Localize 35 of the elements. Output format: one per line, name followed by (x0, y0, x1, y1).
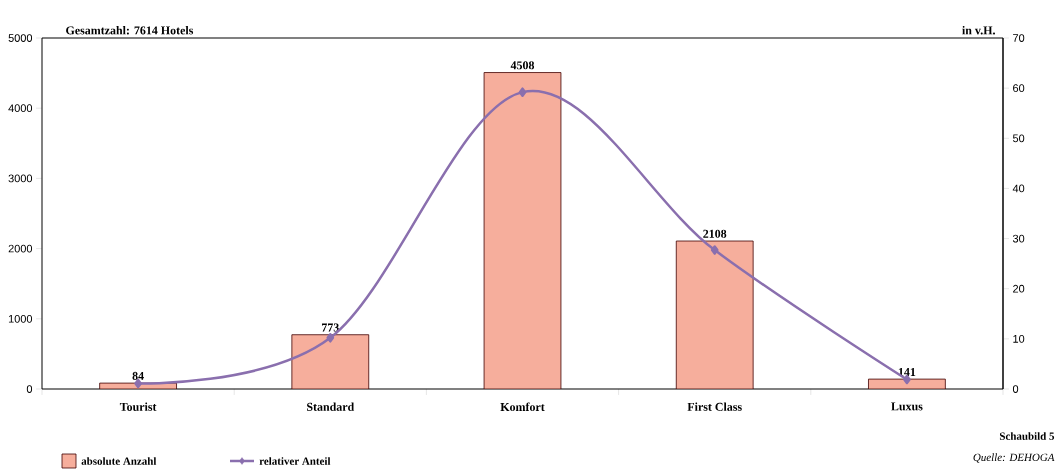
y-tick-label: 1000 (8, 314, 33, 323)
bar (291, 334, 370, 389)
bar (675, 240, 754, 389)
point (326, 333, 335, 343)
y2-tick-label: 10 (1013, 334, 1025, 343)
x-tick-label: Standard (307, 402, 355, 411)
y2-tick-label: 50 (1012, 134, 1025, 143)
data-label: 84 (132, 371, 144, 380)
bar (483, 72, 562, 389)
x-tick-label: First Class (687, 402, 742, 411)
legend-label: absolute Anzahl (81, 457, 157, 465)
x-tick-label: Tourist (119, 402, 157, 411)
y2-tick-label: 20 (1013, 284, 1025, 293)
text: Quelle: DEHOGA (973, 453, 1055, 463)
point (710, 245, 719, 255)
x-tick-label: Komfort (500, 402, 545, 412)
data-label: 2108 (703, 229, 727, 238)
y-tick-label: 3000 (8, 174, 33, 183)
point (518, 87, 527, 97)
y2-tick-label: 40 (1012, 184, 1025, 193)
data-label: 4508 (510, 61, 535, 70)
y-tick-label: 4000 (8, 104, 33, 113)
data-label: 773 (322, 323, 339, 332)
chart-title: Gesamtzahl: 7614 Hotels (66, 26, 194, 35)
y-tick-label: 2000 (8, 244, 33, 253)
y-tick-label: 5000 (8, 34, 33, 42)
y2-tick-label: 70 (1013, 34, 1025, 42)
y2-tick-label: 0 (1012, 385, 1019, 393)
y-tick-label: 0 (26, 385, 33, 393)
y2-tick-label: 60 (1013, 84, 1025, 93)
text: Schaubild 5 (999, 432, 1055, 440)
y2-axis-title: in v.H. (962, 26, 995, 35)
legend-label: relativer Anteil (259, 457, 331, 465)
y2-tick-label: 30 (1012, 234, 1025, 243)
x-tick-label: Luxus (891, 402, 923, 411)
